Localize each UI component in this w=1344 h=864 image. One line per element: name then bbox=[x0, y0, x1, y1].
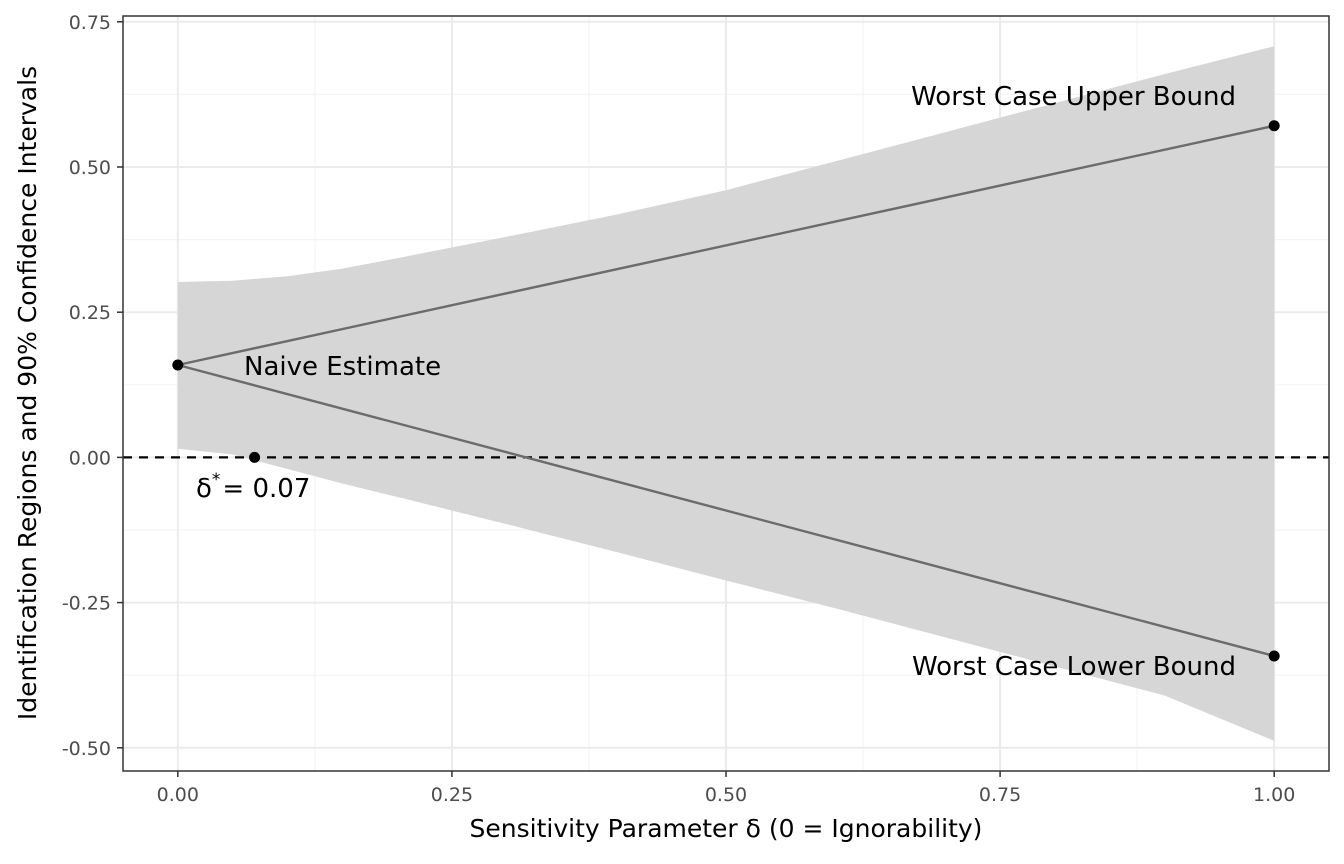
upper-bound-line bbox=[177, 124, 1275, 367]
y-tick-label: 0.00 bbox=[69, 447, 111, 469]
delta-symbol: δ bbox=[196, 474, 212, 504]
x-tick-label: 0.00 bbox=[157, 784, 199, 806]
lower-bound-line bbox=[177, 363, 1275, 658]
y-axis-ticks: -0.50 -0.25 0.00 0.25 0.50 0.75 bbox=[62, 12, 123, 760]
y-tick-label: 0.75 bbox=[69, 12, 111, 34]
x-axis-title: Sensitivity Parameter δ (0 = Ignorabilit… bbox=[470, 814, 983, 843]
x-tick-label: 0.75 bbox=[979, 784, 1021, 806]
data-point bbox=[1268, 120, 1280, 132]
data-point bbox=[249, 451, 261, 463]
y-axis-title: Identification Regions and 90% Confidenc… bbox=[13, 66, 42, 720]
y-tick-label: -0.25 bbox=[62, 593, 111, 615]
delta-superscript: * bbox=[212, 470, 221, 490]
x-axis-ticks: 0.00 0.25 0.50 0.75 1.00 bbox=[157, 771, 1295, 806]
annotation-naive-estimate: Naive Estimate bbox=[244, 352, 441, 382]
y-tick-label: 0.50 bbox=[69, 157, 111, 179]
x-tick-label: 0.25 bbox=[431, 784, 473, 806]
annotation-delta-star: δ*= 0.07 bbox=[196, 470, 310, 504]
annotation-worst-case-lower: Worst Case Lower Bound bbox=[912, 652, 1236, 682]
x-tick-label: 1.00 bbox=[1253, 784, 1295, 806]
data-point bbox=[1268, 650, 1280, 662]
confidence-band bbox=[177, 46, 1275, 741]
annotation-worst-case-upper: Worst Case Upper Bound bbox=[911, 82, 1236, 112]
x-tick-label: 0.50 bbox=[705, 784, 747, 806]
data-points bbox=[172, 120, 1280, 662]
y-tick-label: 0.25 bbox=[69, 302, 111, 324]
y-tick-label: -0.50 bbox=[62, 738, 111, 760]
delta-value: = 0.07 bbox=[222, 474, 310, 504]
data-point bbox=[172, 359, 184, 371]
bound-lines bbox=[177, 124, 1275, 658]
